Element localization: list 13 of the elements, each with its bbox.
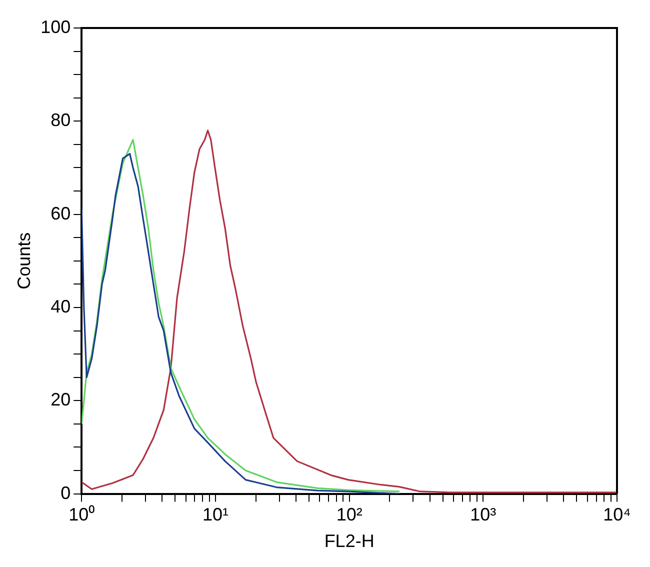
y-tick-label: 20 (50, 390, 71, 410)
x-tick-label: 10⁴ (603, 504, 631, 525)
x-tick-label: 10⁰ (68, 504, 95, 525)
y-tick-label: 100 (40, 16, 71, 37)
y-tick-label: 0 (60, 482, 71, 503)
y-tick-label: 60 (50, 203, 71, 224)
x-axis-title: FL2-H (324, 531, 374, 552)
y-axis-title: Counts (14, 232, 34, 290)
y-tick-label: 40 (50, 296, 71, 316)
x-tick-label: 10³ (470, 504, 496, 525)
x-tick-label: 10² (336, 504, 362, 525)
y-tick-label: 80 (50, 110, 71, 130)
x-tick-label: 10¹ (202, 504, 228, 525)
